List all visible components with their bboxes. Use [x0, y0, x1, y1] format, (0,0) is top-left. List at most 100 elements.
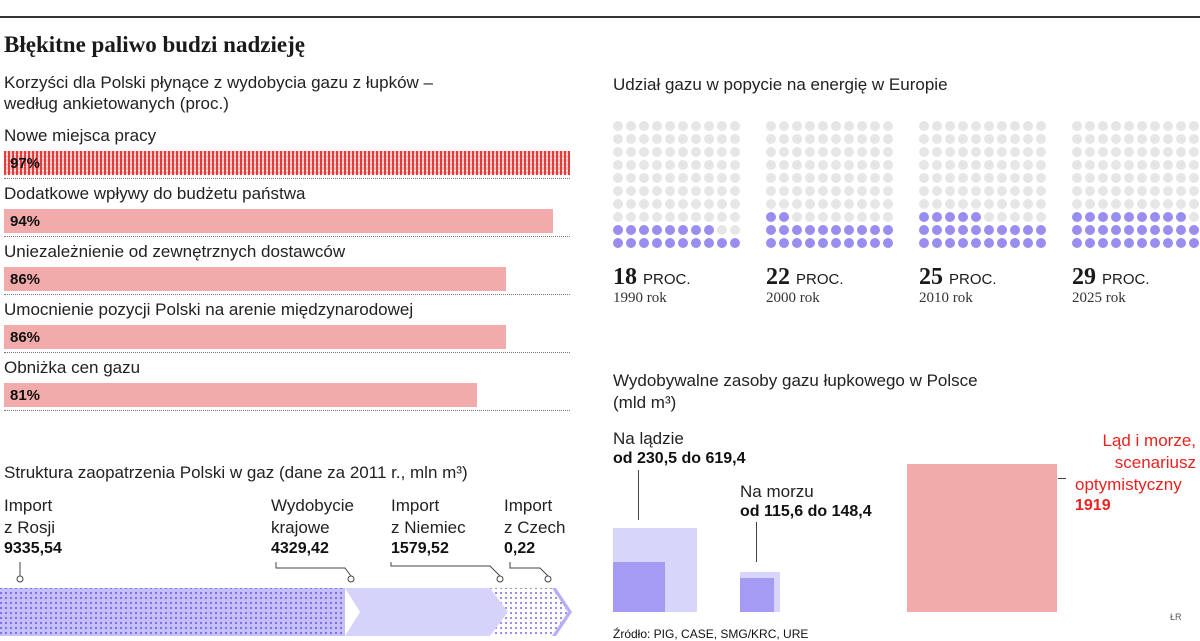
- reserves-title: Wydobywalne zasoby gazu łupkowego w Pols…: [613, 371, 978, 390]
- share-dot: [1072, 134, 1082, 144]
- share-dot: [857, 238, 867, 248]
- share-dot: [766, 160, 776, 170]
- share-dot: [1085, 225, 1095, 235]
- share-dot: [958, 238, 968, 248]
- benefit-value: 86%: [10, 329, 41, 346]
- share-dot: [818, 147, 828, 157]
- share-dot: [639, 173, 649, 183]
- share-dot: [818, 173, 828, 183]
- share-dot: [665, 173, 675, 183]
- share-dot: [1072, 225, 1082, 235]
- share-dot: [652, 225, 662, 235]
- supply-label-2: z Rosji: [4, 518, 56, 537]
- supply-leader-dot: [347, 575, 355, 583]
- share-dot: [766, 147, 776, 157]
- share-dot: [1163, 212, 1173, 222]
- benefit-rule: [4, 352, 570, 353]
- share-dot: [883, 238, 893, 248]
- share-dot: [818, 225, 828, 235]
- share-dot: [691, 212, 701, 222]
- share-dot: [805, 225, 815, 235]
- total-label-1: Ląd i morze,: [1102, 431, 1196, 450]
- supply-segment-germany: [490, 588, 568, 636]
- share-dot: [613, 121, 623, 131]
- share-dot: [958, 186, 968, 196]
- share-dot: [1137, 186, 1147, 196]
- share-dot: [1072, 186, 1082, 196]
- share-dot: [1124, 121, 1134, 131]
- supply-value: 1579,52: [391, 540, 449, 557]
- benefit-bar: 81%: [4, 383, 477, 407]
- share-dot: [1150, 186, 1160, 196]
- supply-label-2: z Czech: [504, 518, 566, 537]
- share-dot: [1163, 173, 1173, 183]
- share-dot: [870, 238, 880, 248]
- share-dot: [639, 199, 649, 209]
- share-dot: [1137, 173, 1147, 183]
- share-dot: [883, 160, 893, 170]
- share-dot: [1085, 199, 1095, 209]
- supply-segment-czech: [552, 588, 572, 636]
- share-dot: [971, 199, 981, 209]
- share-dot: [665, 121, 675, 131]
- share-dot: [1023, 147, 1033, 157]
- share-dot: [1098, 199, 1108, 209]
- share-dot: [691, 225, 701, 235]
- share-dot: [958, 225, 968, 235]
- share-dot: [779, 186, 789, 196]
- share-dot: [730, 160, 740, 170]
- share-dot: [831, 147, 841, 157]
- share-dot: [652, 121, 662, 131]
- supply-value: 4329,42: [271, 540, 329, 557]
- share-dot: [1176, 199, 1186, 209]
- benefit-rule: [4, 236, 570, 237]
- share-year: 2000 rok: [766, 290, 820, 306]
- share-dot: [704, 238, 714, 248]
- share-dot: [1124, 186, 1134, 196]
- share-dot: [932, 121, 942, 131]
- share-dot: [1176, 134, 1186, 144]
- share-dot: [717, 238, 727, 248]
- share-dot: [613, 147, 623, 157]
- share-dot: [1085, 147, 1095, 157]
- share-dot: [870, 121, 880, 131]
- share-dot: [1023, 225, 1033, 235]
- share-dot: [717, 225, 727, 235]
- share-dot: [691, 147, 701, 157]
- total-label-3: optymistyczny: [1075, 475, 1182, 494]
- share-dot: [844, 199, 854, 209]
- share-dot: [870, 160, 880, 170]
- share-dot: [613, 173, 623, 183]
- benefit-label: Nowe miejsca pracy: [4, 126, 157, 145]
- share-dot: [1111, 199, 1121, 209]
- share-dot: [766, 173, 776, 183]
- share-dot: [818, 238, 828, 248]
- share-dot: [1036, 160, 1046, 170]
- share-dot: [1124, 238, 1134, 248]
- share-dot: [831, 134, 841, 144]
- share-year: 2025 rok: [1072, 290, 1126, 306]
- total-square: [907, 464, 1057, 612]
- share-dot: [1111, 160, 1121, 170]
- share-dot: [945, 160, 955, 170]
- share-dot: [691, 134, 701, 144]
- land-leader-line: [638, 470, 639, 520]
- benefit-bar: 86%: [4, 325, 506, 349]
- share-dot: [919, 199, 929, 209]
- share-dot: [704, 212, 714, 222]
- benefit-label: Obniżka cen gazu: [4, 358, 141, 377]
- share-dot: [652, 186, 662, 196]
- supply-leader-dot: [496, 575, 504, 583]
- share-dot: [652, 212, 662, 222]
- share-dot: [971, 173, 981, 183]
- share-dot: [945, 173, 955, 183]
- share-dot: [831, 225, 841, 235]
- share-dot: [1098, 121, 1108, 131]
- share-dot: [857, 186, 867, 196]
- share-dot: [883, 121, 893, 131]
- share-dot: [997, 147, 1007, 157]
- share-dot: [691, 199, 701, 209]
- share-dot: [1137, 212, 1147, 222]
- share-dot: [1098, 173, 1108, 183]
- share-dot: [984, 238, 994, 248]
